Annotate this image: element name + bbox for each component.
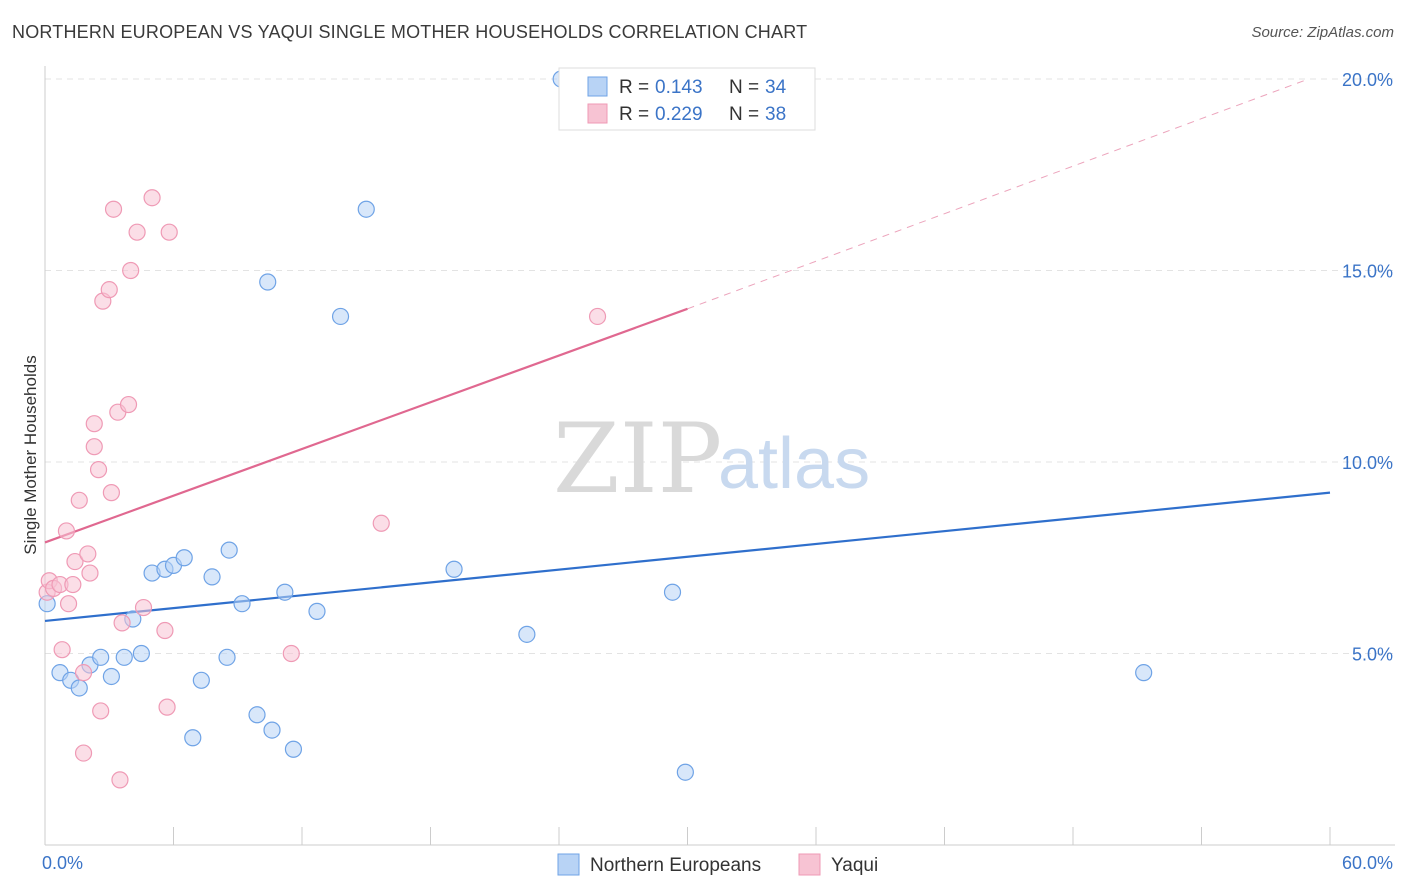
northern-europeans-point bbox=[1135, 664, 1153, 682]
x-tick-label: 0.0% bbox=[42, 853, 83, 873]
northern-europeans-point bbox=[233, 595, 251, 613]
northern-europeans-point bbox=[115, 648, 133, 666]
yaqui-point bbox=[85, 415, 103, 433]
northern-europeans-point bbox=[132, 644, 150, 663]
yaqui-point bbox=[85, 438, 103, 456]
source-label: Source: ZipAtlas.com bbox=[1251, 24, 1394, 41]
yaqui-point bbox=[128, 223, 146, 241]
yaqui-point bbox=[156, 621, 174, 640]
yaqui-point bbox=[102, 484, 120, 502]
legend-swatch-northern-europeans bbox=[587, 76, 608, 97]
northern-europeans-point bbox=[357, 200, 375, 218]
yaqui-trend-line-extension bbox=[687, 78, 1309, 310]
legend-r-label: R = bbox=[619, 104, 649, 125]
legend-label-yaqui: Yaqui bbox=[831, 855, 878, 876]
data-points bbox=[38, 70, 1153, 789]
yaqui-point bbox=[134, 598, 153, 617]
yaqui-point bbox=[79, 545, 97, 563]
yaqui-point bbox=[81, 564, 99, 582]
watermark: ZIP atlas bbox=[553, 403, 870, 515]
yaqui-point bbox=[160, 223, 178, 241]
trend-lines bbox=[44, 78, 1331, 623]
northern-europeans-point bbox=[102, 667, 120, 686]
series-legend: Northern Europeans Yaqui bbox=[557, 853, 878, 876]
yaqui-trend-line bbox=[44, 307, 688, 544]
yaqui-point bbox=[588, 307, 607, 326]
legend-r-value: 0.143 bbox=[655, 77, 703, 98]
grid-lines bbox=[45, 78, 1395, 654]
y-tick-label: 5.0% bbox=[1352, 645, 1393, 665]
yaqui-point bbox=[111, 771, 129, 789]
northern-europeans-point bbox=[218, 648, 236, 666]
yaqui-point bbox=[122, 261, 140, 280]
legend-n-value: 34 bbox=[765, 77, 787, 98]
legend-label-northern-europeans: Northern Europeans bbox=[590, 855, 761, 876]
northern-europeans-point bbox=[92, 648, 110, 666]
axes bbox=[44, 66, 1395, 846]
y-tick-label: 10.0% bbox=[1342, 453, 1393, 473]
yaqui-point bbox=[104, 200, 123, 218]
legend-swatch-northern-europeans bbox=[557, 853, 580, 876]
x-tick-label: 60.0% bbox=[1342, 853, 1393, 873]
legend-n-label: N = bbox=[729, 104, 759, 125]
yaqui-point bbox=[57, 522, 76, 540]
legend-r-label: R = bbox=[619, 77, 649, 98]
y-axis-label: Single Mother Households bbox=[21, 355, 40, 554]
yaqui-point bbox=[372, 514, 390, 532]
northern-europeans-point bbox=[248, 706, 266, 724]
yaqui-point bbox=[64, 575, 82, 594]
yaqui-point bbox=[143, 189, 161, 207]
northern-europeans-point bbox=[676, 763, 694, 781]
northern-europeans-point bbox=[276, 583, 294, 601]
tick-labels: 5.0% 10.0% 15.0% 20.0% 0.0% 60.0% bbox=[42, 70, 1393, 873]
yaqui-point bbox=[158, 698, 176, 716]
northern-europeans-point bbox=[263, 721, 281, 739]
legend-r-value: 0.229 bbox=[655, 104, 703, 125]
chart-title: NORTHERN EUROPEAN VS YAQUI SINGLE MOTHER… bbox=[12, 22, 808, 42]
yaqui-point bbox=[92, 702, 110, 720]
yaqui-point bbox=[74, 664, 93, 682]
northern-europeans-point bbox=[175, 549, 193, 567]
yaqui-point bbox=[53, 641, 71, 659]
yaqui-point bbox=[119, 395, 138, 414]
legend-swatch-yaqui bbox=[798, 853, 821, 876]
northern-europeans-point bbox=[192, 671, 210, 689]
northern-europeans-point bbox=[308, 602, 326, 620]
northern-europeans-point bbox=[518, 625, 536, 643]
y-tick-label: 20.0% bbox=[1342, 70, 1393, 90]
legend-n-label: N = bbox=[729, 77, 759, 98]
y-tick-label: 15.0% bbox=[1342, 262, 1393, 282]
yaqui-point bbox=[100, 281, 118, 299]
legend-swatch-yaqui bbox=[587, 103, 608, 124]
northern-europeans-trend-line bbox=[44, 491, 1331, 623]
northern-europeans-point bbox=[445, 560, 463, 578]
watermark-atlas: atlas bbox=[718, 424, 870, 504]
yaqui-point bbox=[282, 644, 300, 663]
northern-europeans-point bbox=[220, 541, 238, 559]
northern-europeans-point bbox=[203, 568, 221, 586]
stats-legend: R = 0.143 N = 34 R = 0.229 N = 38 bbox=[558, 67, 816, 131]
yaqui-point bbox=[59, 595, 78, 613]
northern-europeans-point bbox=[284, 740, 303, 758]
yaqui-point bbox=[70, 491, 88, 509]
yaqui-point bbox=[113, 614, 131, 632]
northern-europeans-point bbox=[259, 273, 277, 291]
northern-europeans-point bbox=[331, 307, 350, 326]
yaqui-point bbox=[74, 744, 93, 762]
yaqui-point bbox=[89, 461, 108, 479]
watermark-zip: ZIP bbox=[553, 403, 722, 515]
northern-europeans-point bbox=[184, 729, 202, 747]
legend-n-value: 38 bbox=[765, 104, 786, 125]
yaqui-point bbox=[66, 552, 84, 571]
northern-europeans-point bbox=[663, 583, 682, 601]
northern-europeans-point bbox=[70, 679, 88, 697]
